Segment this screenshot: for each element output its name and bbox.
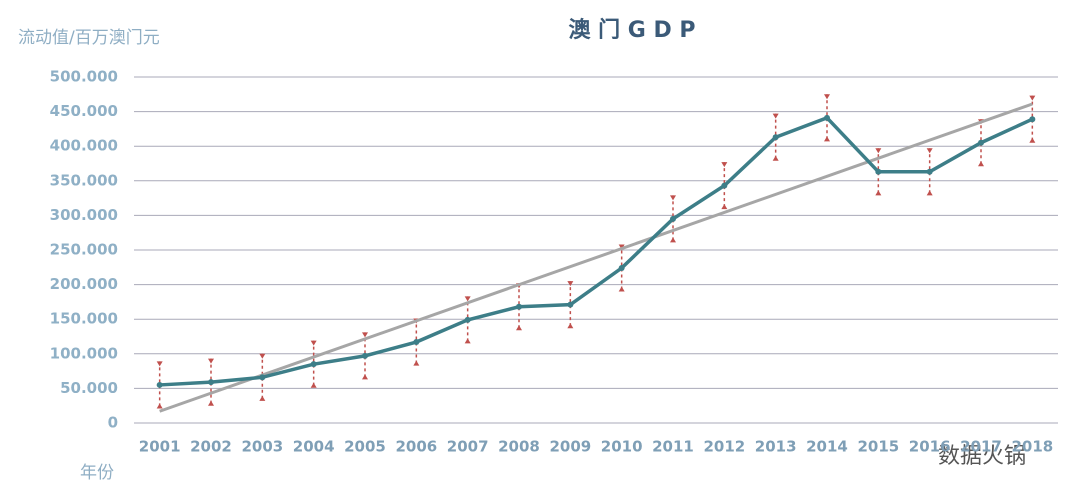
x-tick-label: 2018	[1011, 438, 1053, 456]
error-cap	[362, 332, 368, 338]
data-point	[875, 168, 882, 175]
error-cap	[208, 400, 214, 406]
data-point	[721, 182, 728, 189]
error-cap	[156, 403, 163, 409]
y-tick-label: 200.000	[50, 275, 118, 293]
x-tick-label: 2006	[395, 438, 437, 456]
error-cap	[362, 374, 368, 380]
error-cap	[413, 360, 420, 366]
x-tick-label: 2002	[190, 438, 232, 456]
y-tick-label: 350.000	[50, 171, 118, 189]
data-point	[156, 381, 163, 388]
x-tick-label: 2017	[960, 438, 1002, 456]
x-tick-label: 2005	[344, 438, 386, 456]
error-cap	[259, 395, 266, 401]
x-tick-label: 2013	[755, 438, 797, 456]
error-cap	[824, 136, 830, 142]
error-cap	[1029, 137, 1036, 143]
y-tick-label: 150.000	[50, 310, 118, 328]
x-tick-label: 2012	[703, 438, 745, 456]
error-cap	[567, 281, 574, 287]
x-tick-label: 2004	[293, 438, 335, 456]
y-tick-label: 0	[108, 414, 118, 432]
error-cap	[721, 204, 728, 210]
data-line	[159, 115, 1034, 387]
data-point	[516, 303, 522, 310]
x-axis-label: 年份	[80, 463, 114, 483]
data-point	[310, 361, 317, 368]
error-cap	[618, 244, 625, 250]
data-point	[208, 379, 214, 386]
data-point	[978, 139, 984, 146]
x-tick-label: 2014	[806, 438, 848, 456]
error-cap	[721, 162, 728, 168]
error-cap	[772, 155, 779, 161]
data-point	[362, 352, 368, 359]
error-cap	[464, 296, 471, 302]
error-cap	[567, 323, 574, 329]
error-cap	[1029, 95, 1036, 101]
x-tick-label: 2003	[241, 438, 283, 456]
error-cap	[875, 148, 882, 154]
x-tick-label: 2009	[549, 438, 591, 456]
error-cap	[926, 148, 933, 154]
error-cap	[310, 382, 317, 388]
x-tick-label: 2011	[652, 438, 694, 456]
error-cap	[618, 286, 625, 292]
data-point	[567, 301, 574, 308]
error-cap	[516, 325, 522, 331]
x-tick-label: 2007	[447, 438, 489, 456]
error-cap	[670, 237, 676, 243]
error-cap	[875, 190, 882, 196]
y-axis-label: 流动值/百万澳门元	[18, 28, 160, 48]
error-cap	[310, 340, 317, 346]
y-tick-label: 450.000	[50, 102, 118, 120]
error-cap	[978, 161, 984, 167]
error-cap	[926, 190, 933, 196]
x-tick-label: 2008	[498, 438, 540, 456]
error-cap	[464, 338, 471, 344]
x-tick-label: 2010	[601, 438, 643, 456]
data-point	[259, 374, 266, 381]
error-cap	[208, 358, 214, 364]
error-cap	[259, 353, 266, 359]
y-tick-label: 300.000	[50, 206, 118, 224]
chart-title: 澳 门 G D P	[568, 17, 695, 43]
data-point	[824, 114, 830, 121]
data-point	[618, 264, 625, 271]
data-point	[413, 339, 420, 346]
trendline	[159, 102, 1033, 413]
y-tick-label: 100.000	[50, 344, 118, 362]
x-tick-label: 2015	[857, 438, 899, 456]
error-cap	[670, 195, 676, 201]
data-point	[772, 134, 779, 141]
data-point	[670, 215, 676, 222]
x-tick-label: 2016	[909, 438, 951, 456]
y-tick-label: 250.000	[50, 241, 118, 259]
data-point	[464, 316, 471, 323]
y-tick-label: 50.000	[60, 379, 118, 397]
error-cap	[824, 94, 830, 100]
data-point	[1029, 116, 1036, 123]
error-cap	[772, 113, 779, 119]
y-tick-label: 400.000	[50, 137, 118, 155]
y-tick-label: 500.000	[50, 68, 118, 86]
watermark: 数据火锅	[938, 444, 1026, 469]
x-tick-label: 2001	[139, 438, 181, 456]
error-cap	[156, 361, 163, 367]
data-point	[926, 168, 933, 175]
